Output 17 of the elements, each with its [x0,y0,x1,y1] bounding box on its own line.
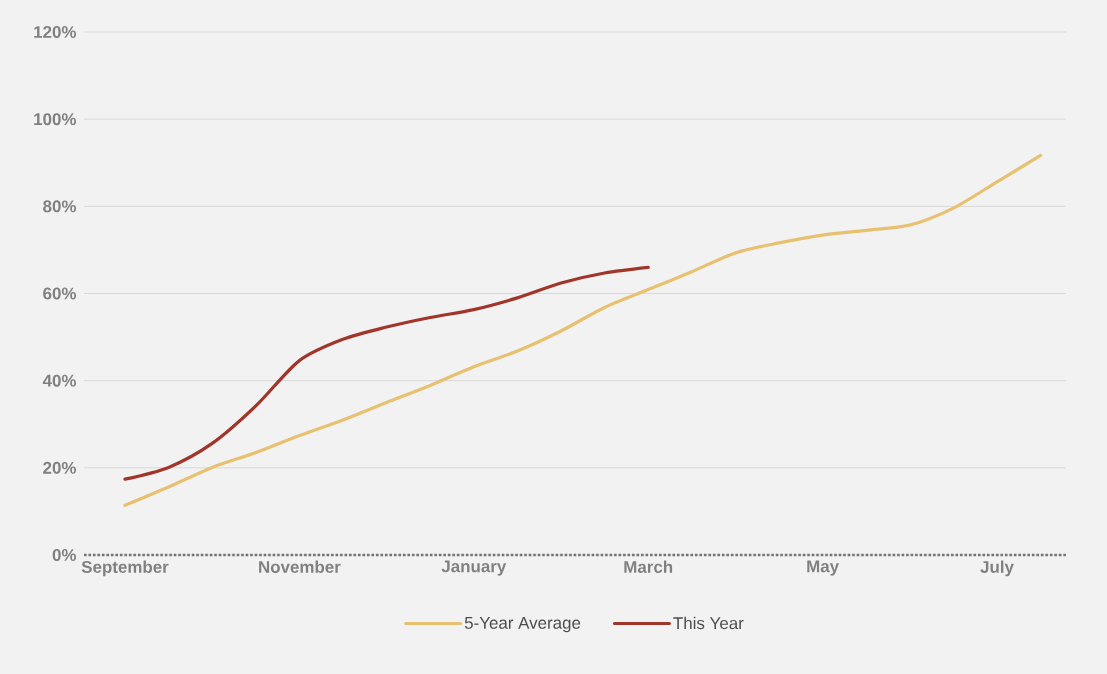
y-tick-label: 20% [43,461,77,474]
y-tick-label: 100% [34,113,77,126]
line-series [123,265,650,481]
y-tick-label: 0% [52,549,77,561]
x-tick-label: May [807,560,839,576]
legend-label: This Year [673,616,744,630]
line-series [123,153,1043,507]
x-tick-label: January [441,560,507,576]
x-tick-label: September [81,560,169,577]
y-tick-label: 120% [34,26,77,38]
x-tick-label: July [980,560,1014,577]
y-tick-label: 80% [43,200,77,213]
y-tick-label: 40% [42,374,77,387]
y-tick-label: 60% [43,287,77,300]
x-tick-label: November [259,560,341,573]
x-tick-label: March [624,560,673,573]
legend-label: 5-Year Average [464,617,581,633]
